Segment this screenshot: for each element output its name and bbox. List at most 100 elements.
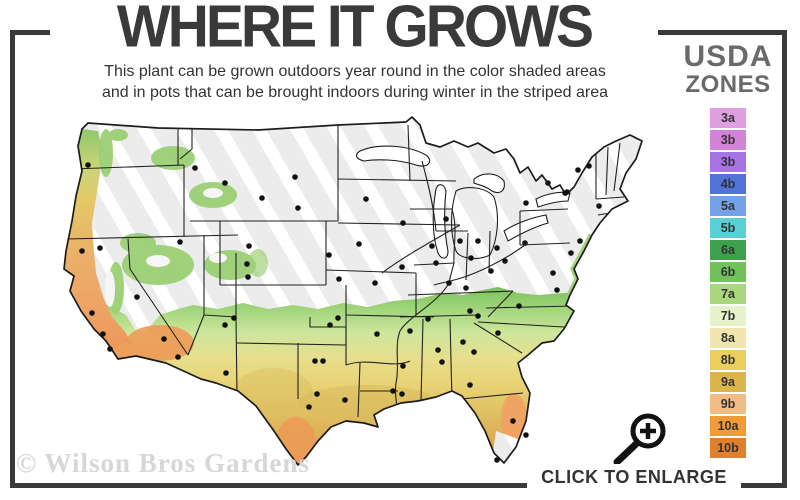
zone-swatch: 3b xyxy=(710,130,746,151)
city-dot xyxy=(522,240,528,246)
city-dot xyxy=(467,382,473,388)
city-dot xyxy=(429,243,435,249)
zone-swatch: 8a xyxy=(710,328,746,349)
city-dot xyxy=(575,167,581,173)
magnifier-zoom-icon[interactable] xyxy=(606,408,668,470)
zone-swatch: 6a xyxy=(710,240,746,261)
zone-swatch: 10b xyxy=(710,438,746,459)
city-dot xyxy=(259,195,265,201)
lake-michigan xyxy=(432,184,449,259)
city-dot xyxy=(554,287,560,293)
city-dot xyxy=(335,315,341,321)
city-dot xyxy=(134,294,140,300)
zone-swatch: 3b xyxy=(710,152,746,173)
west-coast-strip xyxy=(64,129,136,359)
zone-swatch: 8b xyxy=(710,350,746,371)
zone-swatch: 9a xyxy=(710,372,746,393)
city-dot xyxy=(433,260,439,266)
city-dot xyxy=(89,310,95,316)
city-dot xyxy=(586,163,592,169)
city-dot xyxy=(596,203,602,209)
city-dot xyxy=(443,216,449,222)
usa-zone-map[interactable] xyxy=(8,103,668,473)
zone-swatch: 9b xyxy=(710,394,746,415)
subtitle: This plant can be grown outdoors year ro… xyxy=(55,62,655,104)
city-dot xyxy=(568,250,574,256)
city-dot xyxy=(374,331,380,337)
city-dot xyxy=(175,354,181,360)
lake-huron xyxy=(473,173,505,194)
usda-zones-legend: USDA ZONES 3a 3b 3b 4b 5a 5b 6a 6b 7a 7b 8a 8b 9a 9b 1… xyxy=(678,42,778,460)
city-dot xyxy=(100,331,106,337)
subtitle-line-1: This plant can be grown outdoors year ro… xyxy=(104,63,606,80)
city-dot xyxy=(468,255,474,261)
city-dot xyxy=(407,328,413,334)
click-to-enlarge-button[interactable]: CLICK TO ENLARGE xyxy=(527,464,741,492)
city-dot xyxy=(327,322,333,328)
city-dot xyxy=(425,316,431,322)
city-dot xyxy=(222,180,228,186)
city-dot xyxy=(295,205,301,211)
city-dot xyxy=(488,268,494,274)
zone-swatch: 4b xyxy=(710,174,746,195)
city-dot xyxy=(306,404,312,410)
city-dot xyxy=(342,397,348,403)
lake-erie xyxy=(503,214,549,242)
usa-map-svg xyxy=(63,116,643,466)
city-dot xyxy=(460,339,466,345)
city-dot xyxy=(326,252,332,258)
city-dot xyxy=(320,358,326,364)
city-dot xyxy=(192,165,198,171)
zone-swatch: 5b xyxy=(710,218,746,239)
city-dot xyxy=(463,285,469,291)
city-dot xyxy=(372,280,378,286)
zone-swatch: 5a xyxy=(710,196,746,217)
lake-ontario xyxy=(535,191,571,208)
city-dot xyxy=(564,189,570,195)
city-dot xyxy=(446,280,452,286)
city-dot xyxy=(495,330,501,336)
city-dot xyxy=(577,238,583,244)
city-dot xyxy=(363,196,369,202)
city-dot xyxy=(523,200,529,206)
page-title: WHERE IT GROWS xyxy=(50,0,658,60)
state-borders xyxy=(65,123,625,418)
city-dot xyxy=(510,418,516,424)
city-dot xyxy=(292,174,298,180)
zone-swatch: 7a xyxy=(710,284,746,305)
zone-swatch: 3a xyxy=(710,108,746,129)
city-dot xyxy=(475,238,481,244)
city-dot xyxy=(161,336,167,342)
city-dot xyxy=(502,258,508,264)
city-dot xyxy=(550,270,556,276)
city-dot xyxy=(177,239,183,245)
city-dot xyxy=(244,261,250,267)
city-dot xyxy=(494,457,500,463)
zone-swatch-column: 3a 3b 3b 4b 5a 5b 6a 6b 7a 7b 8a 8b 9a 9b 10a 10b xyxy=(710,108,746,459)
great-lakes xyxy=(355,145,571,259)
map-fills xyxy=(64,117,642,465)
subtitle-line-2: and in pots that can be brought indoors … xyxy=(101,83,609,101)
city-dot xyxy=(399,264,405,270)
city-dot xyxy=(494,245,500,251)
usa-outline xyxy=(63,116,643,466)
zone-swatch: 6b xyxy=(710,262,746,283)
city-dot xyxy=(336,276,342,282)
city-dot xyxy=(85,162,91,168)
city-dot xyxy=(356,241,362,247)
mountain-white-crests xyxy=(105,188,227,307)
city-dot xyxy=(400,220,406,226)
city-dot xyxy=(97,245,103,251)
zone-swatch: 10a xyxy=(710,416,746,437)
lake-superior xyxy=(355,145,431,167)
city-dot xyxy=(457,238,463,244)
city-dot xyxy=(399,391,405,397)
city-dot xyxy=(439,359,445,365)
city-dot xyxy=(523,432,529,438)
city-dot xyxy=(312,358,318,364)
legend-title-zones: ZONES xyxy=(685,71,771,98)
city-dot xyxy=(545,180,551,186)
zone-swatch: 7b xyxy=(710,306,746,327)
city-dot xyxy=(390,388,396,394)
